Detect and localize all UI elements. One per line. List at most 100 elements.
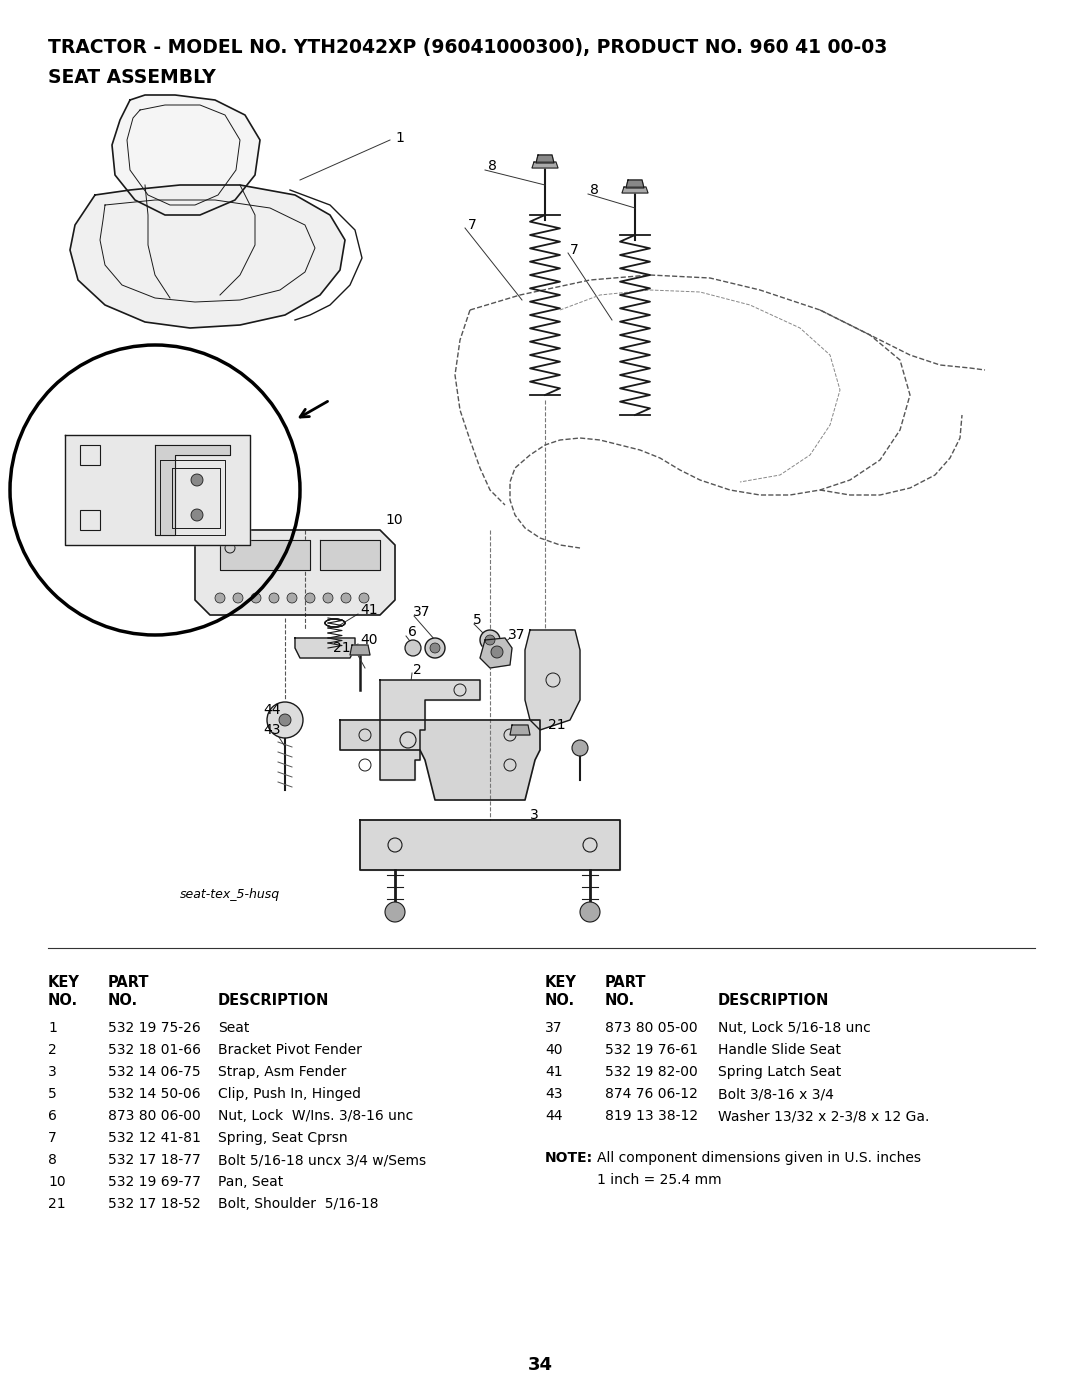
Text: KEY: KEY (545, 975, 577, 990)
Text: 44: 44 (264, 703, 281, 717)
Text: 43: 43 (264, 724, 281, 738)
Polygon shape (360, 820, 620, 870)
Text: 532 17 18-52: 532 17 18-52 (108, 1197, 201, 1211)
Text: Bolt, Shoulder  5/16-18: Bolt, Shoulder 5/16-18 (218, 1197, 378, 1211)
Polygon shape (156, 446, 230, 535)
Text: DESCRIPTION: DESCRIPTION (718, 993, 829, 1009)
Text: DESCRIPTION: DESCRIPTION (218, 993, 329, 1009)
Polygon shape (626, 180, 644, 189)
Bar (80, 510, 100, 529)
Text: 3: 3 (530, 807, 539, 821)
Text: 532 19 82-00: 532 19 82-00 (605, 1065, 698, 1078)
Text: SEAT ASSEMBLY: SEAT ASSEMBLY (48, 68, 216, 87)
Circle shape (580, 902, 600, 922)
Polygon shape (340, 719, 540, 800)
Text: 532 18 01-66: 532 18 01-66 (108, 1044, 201, 1058)
Polygon shape (536, 155, 554, 163)
Polygon shape (70, 184, 345, 328)
Text: 41: 41 (360, 604, 378, 617)
Text: 40: 40 (545, 1044, 563, 1058)
Text: Bolt 3/8-16 x 3/4: Bolt 3/8-16 x 3/4 (718, 1087, 834, 1101)
Polygon shape (622, 187, 648, 193)
Polygon shape (295, 638, 355, 658)
Text: 37: 37 (545, 1021, 563, 1035)
Text: Handle Slide Seat: Handle Slide Seat (718, 1044, 841, 1058)
Text: 532 19 76-61: 532 19 76-61 (605, 1044, 698, 1058)
Circle shape (384, 902, 405, 922)
Text: KEY: KEY (48, 975, 80, 990)
Circle shape (341, 592, 351, 604)
Text: NO.: NO. (48, 993, 78, 1009)
Text: 873 80 05-00: 873 80 05-00 (605, 1021, 698, 1035)
Circle shape (480, 630, 500, 650)
Text: 21: 21 (548, 718, 566, 732)
Text: TRACTOR - MODEL NO. YTH2042XP (96041000300), PRODUCT NO. 960 41 00-03: TRACTOR - MODEL NO. YTH2042XP (960410003… (48, 38, 888, 57)
Text: Nut, Lock  W/Ins. 3/8-16 unc: Nut, Lock W/Ins. 3/8-16 unc (218, 1109, 414, 1123)
Circle shape (233, 592, 243, 604)
Circle shape (279, 714, 291, 726)
Circle shape (215, 592, 225, 604)
Polygon shape (380, 680, 480, 780)
Text: 7: 7 (570, 243, 579, 257)
Text: NOTE:: NOTE: (545, 1151, 593, 1165)
Text: PART: PART (108, 975, 149, 990)
Text: All component dimensions given in U.S. inches: All component dimensions given in U.S. i… (597, 1151, 921, 1165)
Circle shape (191, 509, 203, 521)
Polygon shape (525, 630, 580, 731)
Text: 819 13 38-12: 819 13 38-12 (605, 1109, 698, 1123)
Text: NO.: NO. (545, 993, 576, 1009)
Text: 2: 2 (413, 664, 422, 678)
Text: Spring Latch Seat: Spring Latch Seat (718, 1065, 841, 1078)
Text: 8: 8 (488, 159, 497, 173)
Text: 43: 43 (545, 1087, 563, 1101)
Text: 2: 2 (48, 1044, 57, 1058)
Text: 532 19 69-77: 532 19 69-77 (108, 1175, 201, 1189)
Text: 873 80 06-00: 873 80 06-00 (108, 1109, 201, 1123)
Text: 8: 8 (590, 183, 599, 197)
Circle shape (572, 740, 588, 756)
Text: Strap, Asm Fender: Strap, Asm Fender (218, 1065, 347, 1078)
Polygon shape (480, 638, 512, 668)
Text: 5: 5 (48, 1087, 57, 1101)
Text: Nut, Lock 5/16-18 unc: Nut, Lock 5/16-18 unc (718, 1021, 870, 1035)
Circle shape (359, 592, 369, 604)
Text: 1: 1 (48, 1021, 57, 1035)
Text: Bolt 5/16-18 uncx 3/4 w/Sems: Bolt 5/16-18 uncx 3/4 w/Sems (218, 1153, 427, 1166)
Text: 532 14 50-06: 532 14 50-06 (108, 1087, 201, 1101)
Text: 10: 10 (384, 513, 403, 527)
Circle shape (323, 592, 333, 604)
Text: 40: 40 (360, 633, 378, 647)
Text: 7: 7 (48, 1132, 57, 1146)
Text: 532 19 75-26: 532 19 75-26 (108, 1021, 201, 1035)
Text: 37: 37 (413, 605, 431, 619)
Text: 5: 5 (473, 613, 482, 627)
Text: PART: PART (605, 975, 647, 990)
Text: 44: 44 (545, 1109, 563, 1123)
Text: 7: 7 (468, 218, 476, 232)
Text: 8: 8 (48, 1153, 57, 1166)
Circle shape (485, 636, 495, 645)
Circle shape (405, 640, 421, 657)
Polygon shape (65, 434, 249, 545)
Circle shape (191, 474, 203, 486)
Text: 21: 21 (333, 641, 351, 655)
Text: 6: 6 (408, 624, 417, 638)
Circle shape (287, 592, 297, 604)
Text: 34: 34 (527, 1356, 553, 1375)
Polygon shape (220, 541, 310, 570)
Text: seat-tex_5-husq: seat-tex_5-husq (180, 888, 280, 901)
Polygon shape (510, 725, 530, 735)
Text: 1: 1 (395, 131, 404, 145)
Text: 874 76 06-12: 874 76 06-12 (605, 1087, 698, 1101)
Circle shape (267, 703, 303, 738)
Text: 532 14 06-75: 532 14 06-75 (108, 1065, 201, 1078)
Text: 532 17 18-77: 532 17 18-77 (108, 1153, 201, 1166)
Circle shape (269, 592, 279, 604)
Text: NO.: NO. (605, 993, 635, 1009)
Circle shape (430, 643, 440, 652)
Polygon shape (195, 529, 395, 615)
Polygon shape (320, 541, 380, 570)
Text: Washer 13/32 x 2-3/8 x 12 Ga.: Washer 13/32 x 2-3/8 x 12 Ga. (718, 1109, 930, 1123)
Circle shape (426, 638, 445, 658)
Text: Bracket Pivot Fender: Bracket Pivot Fender (218, 1044, 362, 1058)
